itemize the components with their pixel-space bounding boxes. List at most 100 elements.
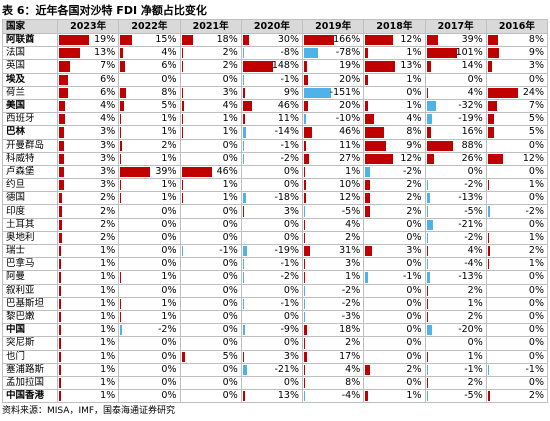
data-bar <box>181 166 212 178</box>
cell: -1% <box>485 362 549 377</box>
cell-value: 1% <box>345 165 361 177</box>
cell: 9% <box>240 85 304 100</box>
cell: 4% <box>179 98 242 114</box>
data-bar <box>59 48 80 59</box>
table-row: 巴林 3% 1% 1% -14% 46% 8% 16% 5% <box>2 125 549 140</box>
cell-value: -1% <box>280 73 300 85</box>
cell: 0% <box>363 257 426 272</box>
cell: -13% <box>424 191 487 206</box>
data-bar <box>59 180 64 191</box>
cell-value: 0% <box>222 73 238 85</box>
cell-value: 1% <box>100 363 116 375</box>
cell: 1% <box>118 270 181 285</box>
cell: 0% <box>485 309 549 325</box>
cell-value: 30% <box>277 34 299 46</box>
cell-value: -4% <box>464 258 483 270</box>
cell: 0% <box>363 230 426 246</box>
cell-value: 0% <box>222 139 238 151</box>
data-bar <box>426 114 433 125</box>
cell-value: -4% <box>341 390 361 402</box>
cell: 0% <box>363 85 426 100</box>
data-bar <box>365 61 396 72</box>
table-row: 约旦 3% 1% 1% 0% 10% 2% -2% 1% <box>2 178 549 193</box>
data-bar <box>304 377 306 389</box>
country-name: 荷兰 <box>2 85 58 100</box>
cell-value: 5% <box>528 126 544 138</box>
data-bar <box>304 206 305 217</box>
cell: 46% <box>240 98 304 114</box>
cell: 2% <box>424 309 487 325</box>
cell: -32% <box>424 98 487 114</box>
cell-value: 0% <box>222 324 238 336</box>
data-bar <box>365 140 387 151</box>
cell: -1% <box>240 138 304 153</box>
cell: 0% <box>118 72 181 87</box>
data-bar <box>59 285 61 296</box>
cell-value: 2% <box>467 284 483 296</box>
cell: 0% <box>424 164 487 180</box>
data-bar <box>59 298 61 309</box>
cell-value: 0% <box>467 73 483 85</box>
cell-value: 0% <box>406 337 422 349</box>
cell-value: 11% <box>277 113 299 125</box>
cell: -5% <box>301 204 365 219</box>
cell-value: -5% <box>341 205 361 217</box>
cell: 1% <box>363 98 426 114</box>
cell-value: 4% <box>406 113 422 125</box>
cell: -20% <box>424 323 487 338</box>
table-row: 也门 1% 0% 5% 3% 17% 0% 1% 0% <box>2 349 549 364</box>
cell: 0% <box>179 362 242 377</box>
cell: 2% <box>56 230 120 246</box>
table-row: 叙利亚 1% 0% 0% 0% -2% 0% 2% 0% <box>2 283 549 298</box>
cell-value: 4% <box>100 100 116 112</box>
cell-value: 0% <box>528 297 544 309</box>
cell-value: 6% <box>100 86 116 98</box>
data-bar <box>120 61 125 72</box>
cell: -5% <box>424 389 487 404</box>
cell-value: 46% <box>339 126 361 138</box>
cell: 148% <box>240 59 304 74</box>
country-name: 西班牙 <box>2 112 58 127</box>
cell: 0% <box>485 72 549 87</box>
data-bar <box>487 259 489 270</box>
table-body: 阿联酋 19% 15% 18% 30% 166% 12% 39% 8% 法国 13% 4% 2% -8% -… <box>2 32 549 404</box>
cell-value: 11% <box>339 139 361 151</box>
cell: 88% <box>424 138 487 153</box>
cell-value: -1% <box>525 363 545 375</box>
cell-value: 0% <box>161 231 177 243</box>
cell: 0% <box>179 375 242 391</box>
cell-value: 0% <box>222 297 238 309</box>
cell-value: 2% <box>406 363 422 375</box>
cell: 5% <box>179 349 242 364</box>
data-bar <box>426 272 431 283</box>
cell-value: 1% <box>100 390 116 402</box>
cell-value: -1% <box>219 245 238 257</box>
cell: 2% <box>301 230 365 246</box>
cell-value: 0% <box>161 284 177 296</box>
cell: 2% <box>424 283 487 298</box>
cell: -21% <box>240 362 304 377</box>
data-bar <box>487 180 489 191</box>
cell-value: -5% <box>464 390 483 402</box>
cell-value: 0% <box>222 271 238 283</box>
column-header: 2018年 <box>363 19 426 34</box>
cell-value: 3% <box>528 60 544 72</box>
cell: -2% <box>240 270 304 285</box>
cell-value: 14% <box>461 60 483 72</box>
cell-value: 0% <box>528 271 544 283</box>
cell: 1% <box>56 375 120 391</box>
cell-value: 18% <box>216 34 238 46</box>
data-bar <box>59 351 61 362</box>
cell: 7% <box>56 59 120 74</box>
cell: 10% <box>301 178 365 193</box>
cell-value: 7% <box>528 100 544 112</box>
data-bar <box>304 140 306 151</box>
cell-value: 0% <box>406 218 422 230</box>
country-name: 美国 <box>2 98 58 114</box>
cell-value: 0% <box>528 284 544 296</box>
country-name: 阿联酋 <box>2 32 58 48</box>
data-bar <box>181 114 183 125</box>
cell: -4% <box>301 389 365 404</box>
cell-value: 5% <box>222 350 238 362</box>
cell-value: 6% <box>100 73 116 85</box>
